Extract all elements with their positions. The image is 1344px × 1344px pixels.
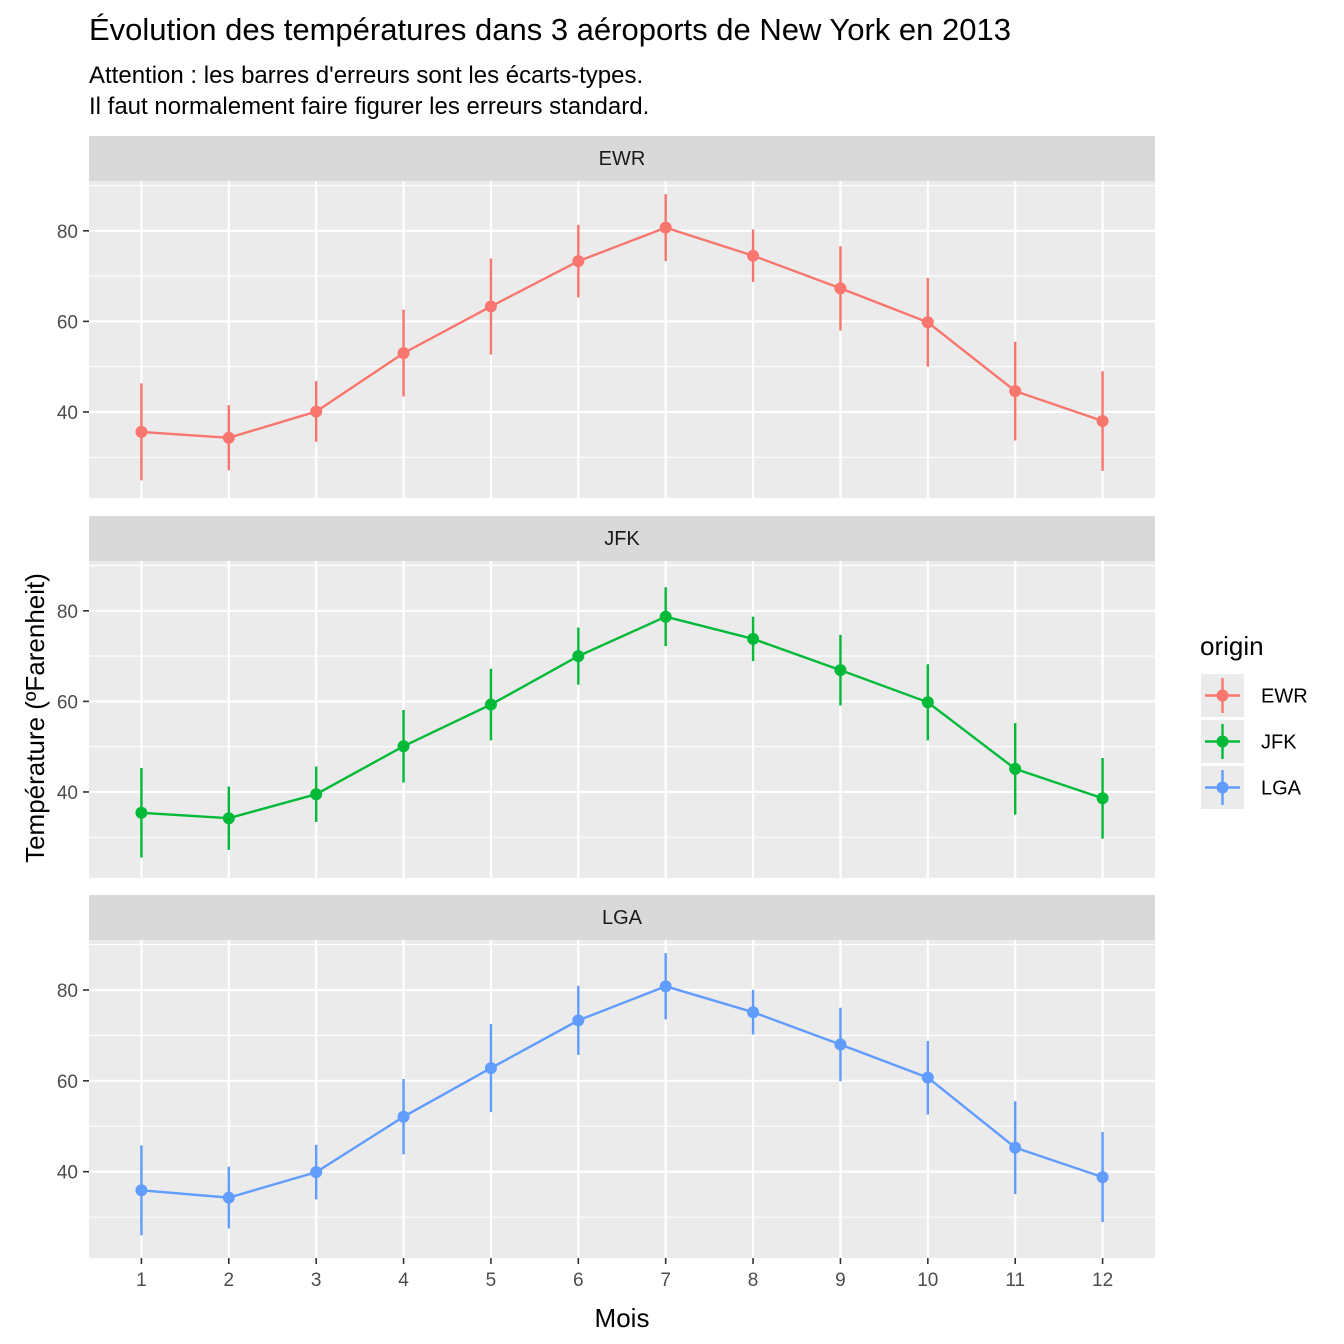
y-tick-label: 60 [57, 312, 78, 333]
data-point [1009, 385, 1022, 398]
facet-strip-label: LGA [602, 907, 643, 929]
x-tick-label: 3 [311, 1270, 322, 1291]
x-tick-label: 7 [660, 1270, 671, 1291]
x-tick-label: 10 [917, 1270, 938, 1291]
data-point [572, 650, 585, 663]
data-point [135, 806, 148, 819]
legend-label: EWR [1261, 686, 1308, 708]
legend-key-point [1216, 781, 1229, 794]
data-point [834, 1038, 847, 1051]
facet-panels: EWR 40 60 80 JFK 40 60 80 LGA 40 60 80 [57, 136, 1155, 1258]
series-line-ewr [141, 226, 1103, 440]
data-point [484, 698, 497, 711]
legend-item-lga: LGA [1201, 766, 1302, 809]
x-tick-label: 5 [486, 1270, 497, 1291]
y-tick-label: 80 [57, 981, 78, 1002]
x-tick-label: 11 [1005, 1270, 1025, 1291]
data-point [310, 405, 323, 418]
legend-key-point [1216, 735, 1229, 748]
facet-strip [89, 895, 1155, 940]
legend-item-ewr: EWR [1201, 674, 1308, 717]
y-tick-label: 40 [57, 403, 78, 424]
legend-item-jfk: JFK [1201, 720, 1297, 763]
x-axis: 1 2 3 4 5 6 7 8 9 10 11 12 [136, 1258, 1113, 1291]
y-tick-label: 80 [57, 222, 78, 243]
data-point [921, 316, 934, 329]
data-point [921, 1071, 934, 1084]
plot-background [89, 940, 1155, 1258]
series-line-lga [141, 985, 1103, 1199]
data-point [222, 1191, 235, 1204]
x-tick-label: 12 [1092, 1270, 1113, 1291]
facet-strip-label: JFK [604, 528, 640, 550]
y-tick-label: 60 [57, 1072, 78, 1093]
facet-panel-jfk: JFK 40 60 80 [57, 516, 1155, 878]
data-point [659, 980, 672, 993]
chart-title: Évolution des températures dans 3 aéropo… [89, 12, 1011, 47]
data-point [397, 347, 410, 360]
x-tick-label: 1 [136, 1270, 147, 1291]
x-tick-label: 8 [748, 1270, 759, 1291]
x-tick-label: 9 [835, 1270, 846, 1291]
y-axis-title: Température (ºFarenheit) [20, 573, 50, 863]
data-point [1009, 1141, 1022, 1154]
facet-strip [89, 136, 1155, 181]
legend-label: JFK [1261, 732, 1297, 754]
legend-title: origin [1200, 631, 1264, 661]
data-point [834, 664, 847, 677]
data-point [397, 1110, 410, 1123]
y-tick-label: 40 [57, 1163, 78, 1184]
data-point [834, 282, 847, 295]
chart-subtitle-line-2: Il faut normalement faire figurer les er… [89, 93, 649, 120]
y-tick-label: 60 [57, 692, 78, 713]
data-point [1096, 1171, 1109, 1184]
data-point [572, 1014, 585, 1027]
data-point [397, 740, 410, 753]
x-tick-label: 4 [398, 1270, 409, 1291]
plot-background [89, 561, 1155, 878]
y-tick-label: 40 [57, 783, 78, 804]
data-point [310, 788, 323, 801]
x-tick-label: 2 [224, 1270, 235, 1291]
y-tick-label: 80 [57, 602, 78, 623]
legend-label: LGA [1261, 778, 1302, 800]
data-point [1009, 762, 1022, 775]
plot-background [89, 181, 1155, 498]
legend-key-point [1216, 689, 1229, 702]
data-point [921, 696, 934, 709]
facet-panel-lga: LGA 40 60 80 [57, 895, 1155, 1258]
data-point [572, 255, 585, 268]
data-point [1096, 415, 1109, 428]
facet-panel-ewr: EWR 40 60 80 [57, 136, 1155, 498]
data-point [310, 1166, 323, 1179]
data-point [135, 1184, 148, 1197]
data-point [747, 1006, 760, 1019]
series-line-jfk [141, 615, 1103, 820]
data-point [747, 632, 760, 645]
data-point [484, 300, 497, 313]
data-point [747, 249, 760, 262]
data-point [484, 1062, 497, 1075]
facet-strip-label: EWR [599, 148, 646, 170]
legend: origin EWR JFK LGA [1200, 631, 1308, 809]
data-point [135, 425, 148, 438]
data-point [222, 812, 235, 825]
x-axis-title: Mois [595, 1303, 650, 1333]
data-point [659, 221, 672, 234]
x-tick-label: 6 [573, 1270, 584, 1291]
data-point [222, 431, 235, 444]
facet-strip [89, 516, 1155, 561]
chart-subtitle-line-1: Attention : les barres d'erreurs sont le… [89, 62, 643, 89]
data-point [1096, 792, 1109, 805]
data-point [659, 610, 672, 623]
